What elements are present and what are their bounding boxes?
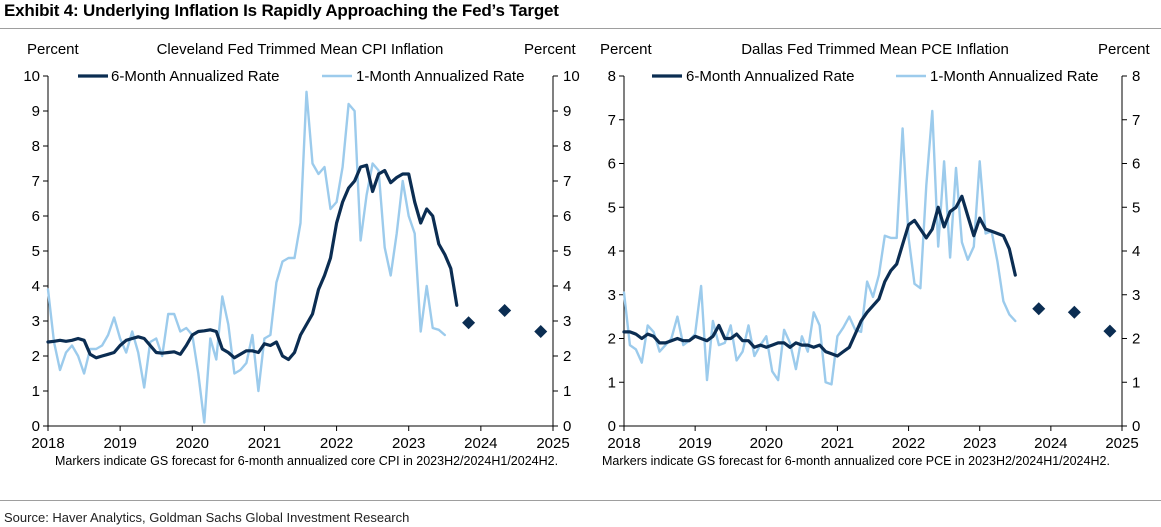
series-line-six-month (46, 163, 459, 362)
y-tick-label-right: 7 (563, 173, 571, 190)
x-tick-label: 2022 (892, 435, 925, 452)
y-tick-label-left: 2 (608, 331, 616, 348)
legend-label-six-month: 6-Month Annualized Rate (686, 68, 854, 85)
x-tick-label: 2021 (821, 435, 854, 452)
x-tick-label: 2022 (320, 435, 353, 452)
y-tick-label-left: 10 (23, 68, 40, 85)
y-axis-label-left: Percent (600, 41, 653, 58)
y-tick-label-left: 4 (32, 278, 40, 295)
y-tick-label-left: 8 (608, 68, 616, 85)
y-tick-label-right: 5 (1132, 199, 1140, 216)
y-tick-label-right: 3 (1132, 287, 1140, 304)
y-tick-label-left: 3 (608, 287, 616, 304)
forecast-marker (1103, 324, 1117, 338)
chart-footnote: Markers indicate GS forecast for 6-month… (55, 454, 558, 468)
forecast-marker (1067, 305, 1081, 319)
y-tick-label-right: 1 (1132, 374, 1140, 391)
y-tick-label-right: 0 (1132, 418, 1140, 435)
footer-divider (0, 500, 1161, 501)
y-tick-label-left: 6 (32, 208, 40, 225)
x-tick-label: 2025 (536, 435, 569, 452)
x-tick-label: 2020 (176, 435, 209, 452)
forecast-marker (462, 316, 476, 330)
exhibit-title: Exhibit 4: Underlying Inflation Is Rapid… (4, 1, 559, 20)
x-tick-label: 2019 (678, 435, 711, 452)
y-axis-label-right: Percent (524, 41, 577, 58)
chart-footnote: Markers indicate GS forecast for 6-month… (602, 454, 1110, 468)
y-tick-label-right: 10 (563, 68, 580, 85)
dallas-pce-chart: Percent Dallas Fed Trimmed Mean PCE Infla… (600, 41, 1151, 468)
y-tick-label-left: 6 (608, 156, 616, 173)
y-tick-label-right: 8 (563, 138, 571, 155)
forecast-marker (498, 304, 512, 317)
x-tick-label: 2019 (103, 435, 136, 452)
x-tick-label: 2020 (750, 435, 783, 452)
y-tick-label-left: 2 (32, 348, 40, 365)
series-line-one-month (622, 109, 1017, 386)
y-axis-label-right: Percent (1098, 41, 1151, 58)
legend-label-one-month: 1-Month Annualized Rate (356, 68, 524, 85)
y-tick-label-left: 9 (32, 103, 40, 120)
y-tick-label-left: 0 (608, 418, 616, 435)
legend-label-one-month: 1-Month Annualized Rate (930, 68, 1098, 85)
chart-title: Dallas Fed Trimmed Mean PCE Inflation (741, 41, 1009, 58)
chart-title: Cleveland Fed Trimmed Mean CPI Inflation (157, 41, 444, 58)
y-tick-label-left: 4 (608, 243, 616, 260)
y-tick-label-right: 2 (1132, 331, 1140, 348)
cleveland-cpi-chart: Percent Cleveland Fed Trimmed Mean CPI In… (23, 41, 580, 468)
y-tick-label-left: 0 (32, 418, 40, 435)
y-tick-label-right: 6 (1132, 156, 1140, 173)
series-line-six-month (622, 194, 1017, 358)
x-tick-label: 2023 (392, 435, 425, 452)
y-tick-label-left: 1 (608, 374, 616, 391)
y-tick-label-left: 1 (32, 383, 40, 400)
forecast-marker (1032, 302, 1046, 316)
y-tick-label-right: 4 (563, 278, 571, 295)
x-tick-label: 2025 (1105, 435, 1138, 452)
x-tick-label: 2018 (607, 435, 640, 452)
x-tick-label: 2018 (31, 435, 64, 452)
x-tick-label: 2024 (1034, 435, 1067, 452)
y-tick-label-right: 3 (563, 313, 571, 330)
y-tick-label-right: 7 (1132, 112, 1140, 129)
x-tick-label: 2021 (248, 435, 281, 452)
series-line-one-month (46, 90, 446, 424)
y-tick-label-right: 9 (563, 103, 571, 120)
y-tick-label-right: 1 (563, 383, 571, 400)
y-tick-label-right: 5 (563, 243, 571, 260)
source-note: Source: Haver Analytics, Goldman Sachs G… (4, 510, 410, 525)
title-divider (0, 28, 1161, 29)
y-tick-label-left: 7 (608, 112, 616, 129)
y-tick-label-left: 5 (608, 199, 616, 216)
x-tick-label: 2024 (464, 435, 497, 452)
y-tick-label-right: 6 (563, 208, 571, 225)
y-tick-label-left: 8 (32, 138, 40, 155)
y-axis-label-left: Percent (27, 41, 80, 58)
forecast-marker (534, 325, 548, 338)
y-tick-label-right: 4 (1132, 243, 1140, 260)
y-tick-label-right: 8 (1132, 68, 1140, 85)
x-tick-label: 2023 (963, 435, 996, 452)
legend-label-six-month: 6-Month Annualized Rate (111, 68, 279, 85)
y-tick-label-left: 7 (32, 173, 40, 190)
y-tick-label-right: 0 (563, 418, 571, 435)
y-tick-label-right: 2 (563, 348, 571, 365)
y-tick-label-left: 3 (32, 313, 40, 330)
y-tick-label-left: 5 (32, 243, 40, 260)
